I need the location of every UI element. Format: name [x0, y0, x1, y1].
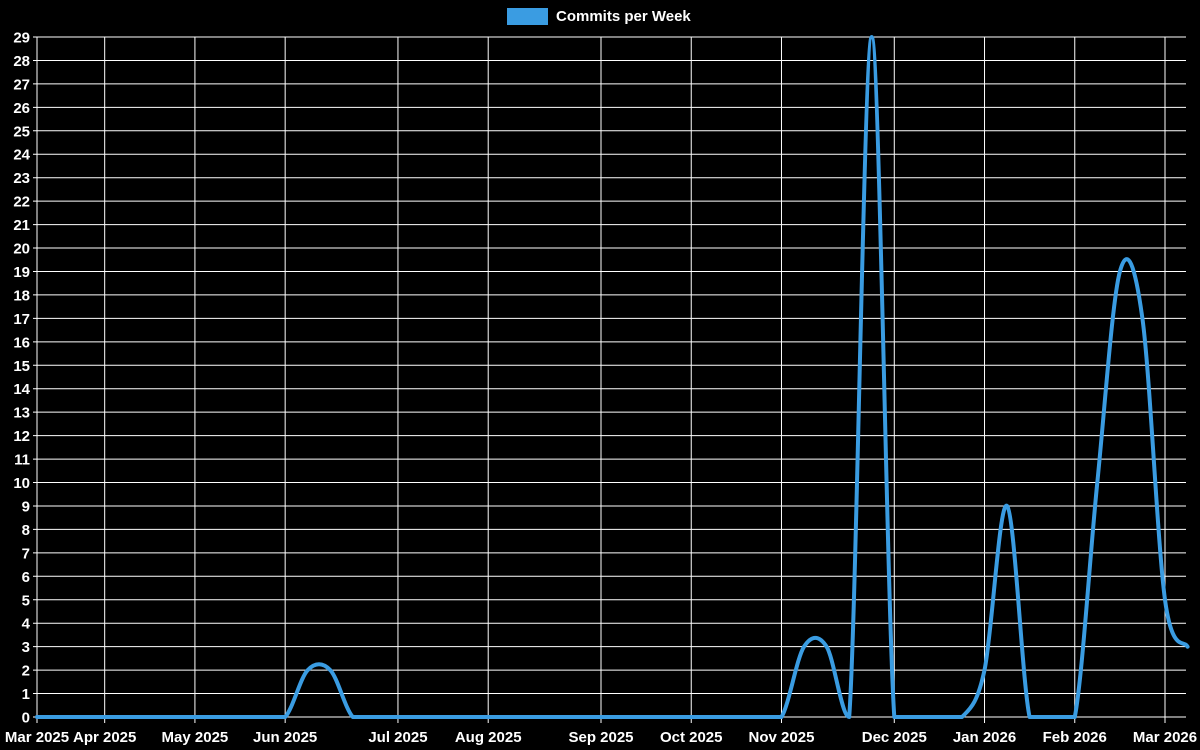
y-tick-label: 25	[13, 123, 30, 140]
commits-series-line	[35, 35, 1190, 720]
y-tick-label: 2	[22, 663, 30, 680]
x-tick-label: Sep 2025	[568, 729, 633, 746]
y-tick-label: 7	[22, 545, 30, 562]
y-tick-label: 8	[22, 522, 30, 539]
y-tick-label: 24	[13, 147, 30, 164]
y-tick-label: 18	[13, 287, 30, 304]
x-tick-label: Jun 2025	[253, 729, 317, 746]
x-tick-label: Aug 2025	[455, 729, 522, 746]
x-tick-label: Jul 2025	[368, 729, 427, 746]
y-tick-label: 14	[13, 381, 30, 398]
x-tick-label: Nov 2025	[749, 729, 815, 746]
y-tick-label: 12	[13, 428, 30, 445]
y-tick-label: 3	[22, 639, 30, 656]
legend-swatch	[507, 8, 548, 25]
y-tick-label: 0	[22, 710, 30, 727]
y-tick-label: 22	[13, 194, 30, 211]
x-tick-label: Apr 2025	[73, 729, 136, 746]
x-tick-label: Mar 2025	[5, 729, 69, 746]
y-tick-label: 16	[13, 334, 30, 351]
y-tick-label: 10	[13, 475, 30, 492]
y-tick-label: 9	[22, 498, 30, 515]
y-tick-label: 29	[13, 30, 30, 47]
y-tick-label: 21	[13, 217, 30, 234]
y-tick-label: 13	[13, 405, 30, 422]
x-tick-label: Dec 2025	[862, 729, 927, 746]
y-tick-label: 5	[22, 592, 30, 609]
x-tick-label: Oct 2025	[660, 729, 723, 746]
x-tick-label: Mar 2026	[1133, 729, 1197, 746]
y-tick-label: 1	[22, 686, 30, 703]
y-tick-label: 17	[13, 311, 30, 328]
y-tick-label: 28	[13, 53, 30, 70]
y-tick-label: 20	[13, 241, 30, 258]
y-tick-label: 6	[22, 569, 30, 586]
y-tick-label: 23	[13, 170, 30, 187]
y-tick-label: 15	[13, 358, 30, 375]
y-tick-label: 26	[13, 100, 30, 117]
legend-label: Commits per Week	[556, 8, 691, 25]
y-tick-label: 11	[14, 452, 30, 469]
x-tick-label: May 2025	[162, 729, 229, 746]
y-tick-label: 4	[22, 616, 31, 633]
y-tick-label: 19	[13, 264, 30, 281]
y-tick-label: 27	[13, 76, 30, 93]
chart-legend[interactable]: Commits per Week	[507, 8, 691, 25]
x-tick-label: Feb 2026	[1043, 729, 1107, 746]
x-tick-label: Jan 2026	[953, 729, 1016, 746]
